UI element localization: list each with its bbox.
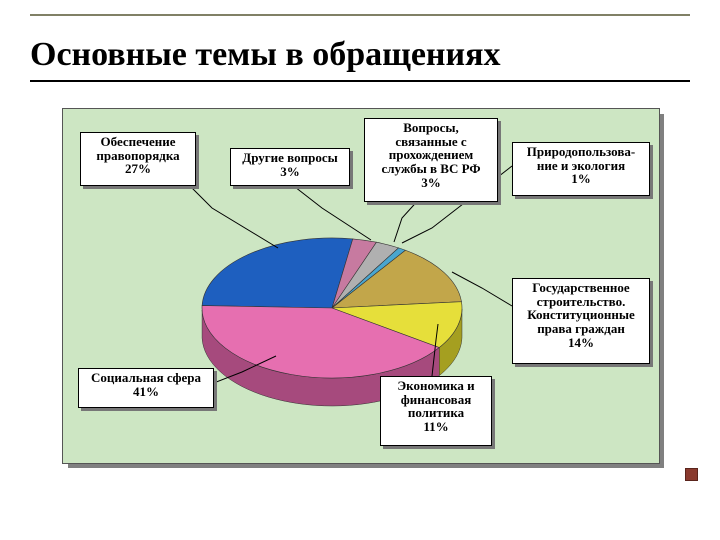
label-line: Конституционные xyxy=(516,308,646,322)
label-line: Социальная сфера xyxy=(82,371,210,385)
label-line: Вопросы, xyxy=(368,121,494,135)
label-line: 3% xyxy=(368,176,494,190)
label-social: Социальная сфера41% xyxy=(78,368,214,408)
label-line: 27% xyxy=(84,162,192,176)
label-line: службы в ВС РФ xyxy=(368,162,494,176)
label-gov: Государственноестроительство.Конституцио… xyxy=(512,278,650,364)
label-ecology: Природопользова-ние и экология1% xyxy=(512,142,650,196)
label-line: прохождением xyxy=(368,148,494,162)
label-line: строительство. xyxy=(516,295,646,309)
label-line: 11% xyxy=(384,420,488,434)
label-line: Другие вопросы xyxy=(234,151,346,165)
label-law_order: Обеспечениеправопорядка27% xyxy=(80,132,196,186)
label-line: права граждан xyxy=(516,322,646,336)
label-line: финансовая xyxy=(384,393,488,407)
label-line: Государственное xyxy=(516,281,646,295)
label-other: Другие вопросы3% xyxy=(230,148,350,186)
label-line: Экономика и xyxy=(384,379,488,393)
pie-slice-law_order xyxy=(202,238,353,308)
label-line: политика xyxy=(384,406,488,420)
chart-area: Обеспечениеправопорядка27% Другие вопросы… xyxy=(62,108,658,462)
title-underline xyxy=(30,80,690,82)
label-economy: Экономика ифинансоваяполитика11% xyxy=(380,376,492,446)
label-line: 41% xyxy=(82,385,210,399)
label-line: Природопользова- xyxy=(516,145,646,159)
label-line: Обеспечение xyxy=(84,135,192,149)
label-line: 1% xyxy=(516,172,646,186)
label-line: 14% xyxy=(516,336,646,350)
page-title: Основные темы в обращениях xyxy=(30,36,690,74)
top-rule xyxy=(30,14,690,16)
corner-bullet xyxy=(685,468,698,481)
label-line: правопорядка xyxy=(84,149,192,163)
label-line: ние и экология xyxy=(516,159,646,173)
label-line: 3% xyxy=(234,165,346,179)
label-military: Вопросы,связанные спрохождениемслужбы в … xyxy=(364,118,498,202)
label-line: связанные с xyxy=(368,135,494,149)
